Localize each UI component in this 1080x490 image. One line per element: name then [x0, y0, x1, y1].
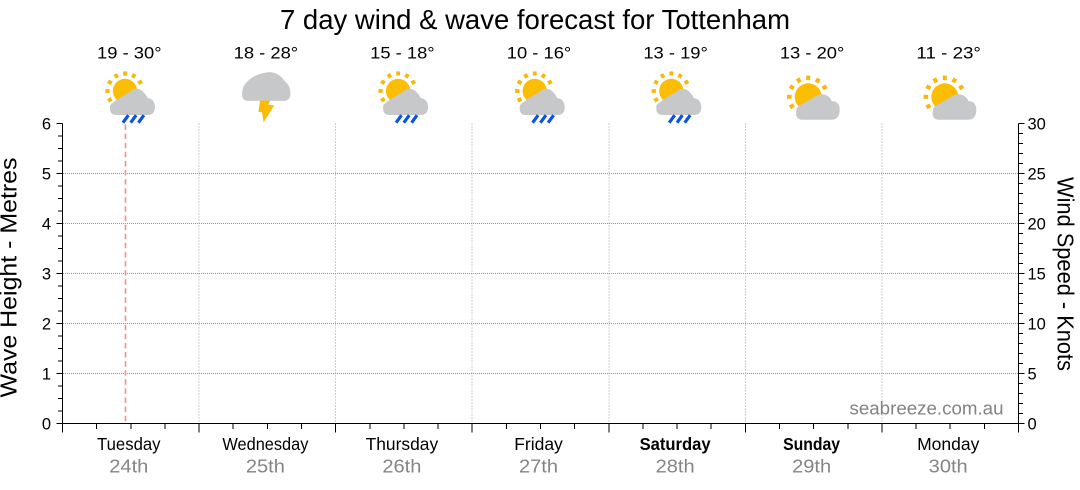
svg-text:Wind Speed - Knots: Wind Speed - Knots: [1052, 177, 1078, 371]
svg-text:Tuesday: Tuesday: [97, 434, 161, 454]
svg-text:20: 20: [1028, 215, 1046, 233]
svg-text:5: 5: [42, 165, 51, 183]
svg-text:6: 6: [42, 115, 51, 133]
svg-text:3: 3: [42, 265, 51, 283]
svg-text:Sunday: Sunday: [783, 434, 840, 454]
svg-text:Saturday: Saturday: [640, 434, 711, 454]
svg-text:15 - 18°: 15 - 18°: [370, 44, 435, 62]
svg-text:13 - 19°: 13 - 19°: [643, 44, 708, 62]
svg-text:30: 30: [1028, 115, 1046, 133]
svg-text:Monday: Monday: [917, 434, 980, 454]
svg-text:Friday: Friday: [514, 434, 563, 454]
svg-text:19 - 30°: 19 - 30°: [97, 44, 162, 62]
svg-text:25th: 25th: [246, 457, 285, 477]
svg-text:7 day wind & wave forecast for: 7 day wind & wave forecast for Tottenham: [280, 4, 790, 35]
svg-text:10 - 16°: 10 - 16°: [507, 44, 572, 62]
svg-text:11 - 23°: 11 - 23°: [916, 44, 981, 62]
svg-text:25: 25: [1028, 165, 1046, 183]
svg-text:30th: 30th: [929, 457, 968, 477]
svg-text:5: 5: [1028, 365, 1037, 383]
svg-text:seabreeze.com.au: seabreeze.com.au: [850, 399, 1004, 419]
svg-text:Wednesday: Wednesday: [222, 434, 308, 454]
svg-text:2: 2: [42, 315, 51, 333]
svg-text:24th: 24th: [109, 457, 148, 477]
svg-text:0: 0: [42, 415, 51, 433]
svg-text:13 - 20°: 13 - 20°: [780, 44, 845, 62]
svg-text:26th: 26th: [382, 457, 421, 477]
svg-text:Thursday: Thursday: [366, 434, 439, 454]
svg-text:0: 0: [1028, 415, 1037, 433]
svg-text:10: 10: [1028, 315, 1046, 333]
svg-text:4: 4: [42, 215, 51, 233]
svg-text:1: 1: [42, 365, 51, 383]
svg-text:15: 15: [1028, 265, 1046, 283]
svg-text:Wave Height - Metres: Wave Height - Metres: [0, 158, 21, 398]
svg-text:28th: 28th: [656, 457, 695, 477]
svg-text:27th: 27th: [519, 457, 558, 477]
svg-text:29th: 29th: [792, 457, 831, 477]
svg-text:18 - 28°: 18 - 28°: [234, 44, 299, 62]
